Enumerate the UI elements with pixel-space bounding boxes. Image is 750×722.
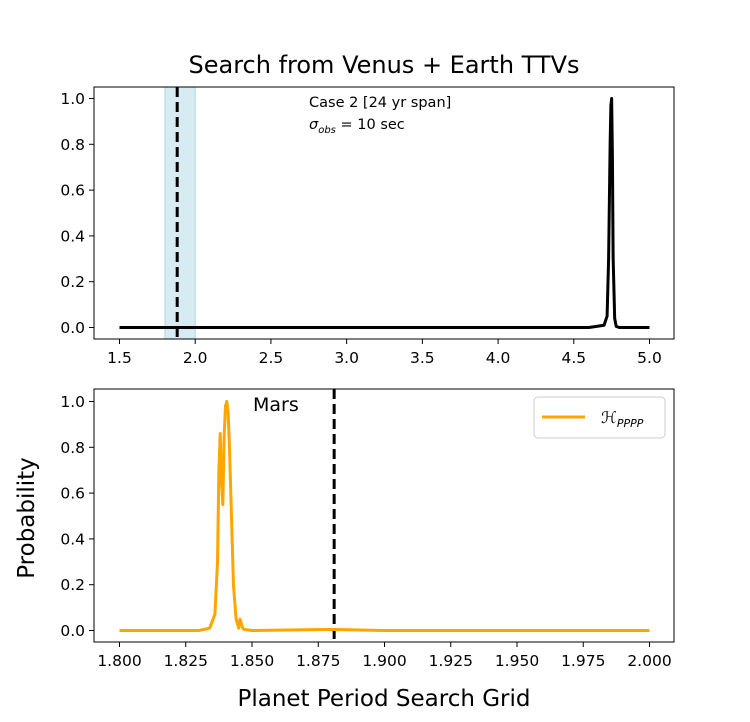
y-axis: 0.0 0.2 0.4 0.6 0.8 1.0 xyxy=(60,393,94,640)
x-tick-label: 4.5 xyxy=(561,349,586,367)
probability-curve-orange xyxy=(119,400,650,632)
annotation-case: Case 2 [24 yr span] xyxy=(309,95,451,111)
y-tick-label: 0.0 xyxy=(60,319,85,337)
y-tick-label: 0.4 xyxy=(60,227,85,245)
period-range-shade xyxy=(164,86,196,340)
x-tick-label: 4.0 xyxy=(486,349,511,367)
y-tick-label: 1.0 xyxy=(60,90,85,108)
x-tick-label: 1.925 xyxy=(429,652,473,670)
x-tick-label: 3.5 xyxy=(410,349,435,367)
legend-label: ℋPPPP xyxy=(601,408,644,430)
annotation-sigma-sub: obs xyxy=(318,125,336,136)
legend: ℋPPPP xyxy=(533,396,666,439)
mars-label: Mars xyxy=(253,394,299,416)
x-tick-label: 1.800 xyxy=(97,652,141,670)
y-tick-label: 0.6 xyxy=(60,485,85,503)
legend-box xyxy=(533,396,666,439)
x-tick-label: 1.875 xyxy=(296,652,340,670)
axes-frame xyxy=(93,86,675,340)
y-tick-label: 0.4 xyxy=(60,530,85,548)
annotation-sigma-symbol: σ xyxy=(309,117,319,133)
x-tick-label: 5.0 xyxy=(637,349,662,367)
y-tick-label: 0.0 xyxy=(60,622,85,640)
chart-title: Search from Venus + Earth TTVs xyxy=(189,51,580,79)
annotation-sigma-value: = 10 sec xyxy=(336,117,405,133)
x-axis: 1.800 1.825 1.850 1.875 1.900 1.925 1.950 1.975… xyxy=(97,642,672,670)
legend-subscript: PPPP xyxy=(617,417,644,430)
y-tick-label: 0.6 xyxy=(60,182,85,200)
x-tick-label: 1.850 xyxy=(230,652,274,670)
x-tick-label: 2.0 xyxy=(183,349,208,367)
y-tick-label: 0.8 xyxy=(60,136,85,154)
legend-symbol: ℋ xyxy=(601,408,617,427)
top-plot: Search from Venus + Earth TTVs 1.5 2.0 2.5… xyxy=(60,51,675,367)
x-tick-label: 1.825 xyxy=(164,652,208,670)
y-tick-label: 1.0 xyxy=(60,393,85,411)
annotation-sigma: σobs = 10 sec xyxy=(309,117,405,136)
x-tick-label: 2.000 xyxy=(627,652,671,670)
y-tick-label: 0.2 xyxy=(60,273,85,291)
x-tick-label: 1.900 xyxy=(362,652,406,670)
x-tick-label: 2.5 xyxy=(259,349,284,367)
probability-curve xyxy=(119,97,650,329)
x-tick-label: 1.975 xyxy=(561,652,605,670)
x-axis: 1.5 2.0 2.5 3.0 3.5 4.0 4.5 5.0 xyxy=(107,339,662,367)
bottom-plot: 1.800 1.825 1.850 1.875 1.900 1.925 1.950 1.975… xyxy=(14,388,675,712)
x-tick-label: 1.5 xyxy=(107,349,132,367)
y-tick-label: 0.2 xyxy=(60,576,85,594)
x-tick-label: 3.0 xyxy=(334,349,359,367)
y-axis: 0.0 0.2 0.4 0.6 0.8 1.0 xyxy=(60,90,94,337)
x-tick-label: 1.950 xyxy=(495,652,539,670)
y-axis-label: Probability xyxy=(14,457,40,579)
y-tick-label: 0.8 xyxy=(60,439,85,457)
x-axis-label: Planet Period Search Grid xyxy=(237,686,530,712)
